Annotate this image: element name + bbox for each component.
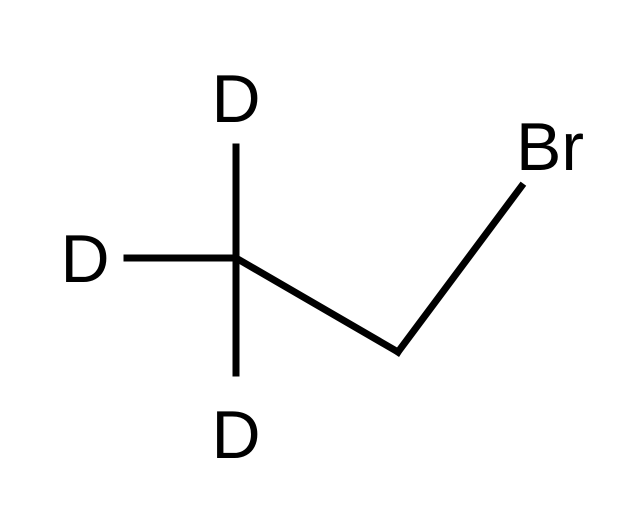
atom-label-d_left: D — [60, 221, 109, 297]
bond-line — [398, 186, 521, 352]
bond-line — [236, 258, 398, 352]
atom-label-d_top: D — [211, 61, 260, 137]
labels-group: Br D D D — [60, 61, 584, 473]
bonds-group — [127, 147, 521, 373]
atom-label-br: Br — [516, 109, 584, 185]
molecule-diagram: Br D D D — [0, 0, 640, 517]
atom-label-d_bottom: D — [211, 397, 260, 473]
